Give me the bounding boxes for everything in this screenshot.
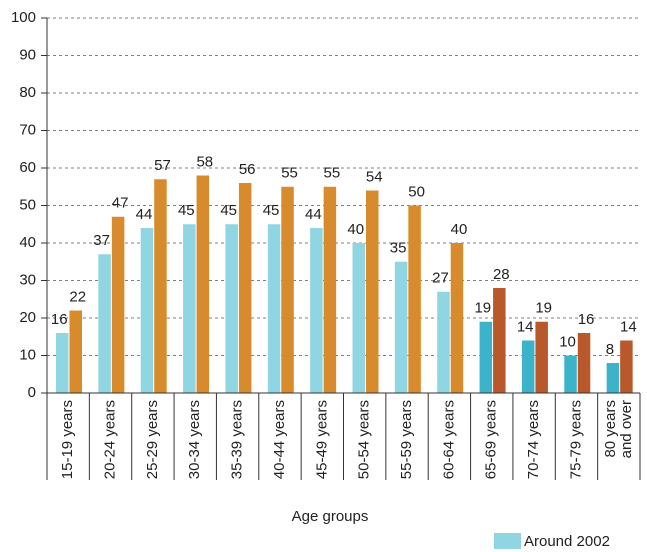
x-tick-label: 45-49 years [313,400,330,479]
data-label: 8 [606,341,614,358]
data-label: 45 [178,202,195,219]
bar [437,291,450,393]
bar [493,288,506,393]
x-tick-label: 20-24 years [102,400,119,479]
bar [450,243,464,393]
bar [238,183,252,393]
bar [521,340,535,393]
legend-swatch [494,533,521,549]
y-tick-label: 60 [19,159,36,176]
data-label: 40 [347,221,364,238]
y-tick-label: 10 [19,346,36,363]
bar [606,363,620,393]
data-label: 45 [220,202,237,219]
x-tick-label: 25-29 years [144,400,161,479]
data-label: 57 [154,157,171,174]
bar [620,340,633,393]
bar [323,186,337,393]
bar [225,224,238,393]
bar [183,224,196,393]
bar [281,186,294,393]
data-label: 55 [324,165,341,182]
legend-label: Around 2002 [524,533,610,550]
bar [98,254,111,393]
data-label: 50 [408,183,425,200]
y-tick-label: 20 [19,309,36,326]
data-label: 19 [535,300,552,317]
data-label: 55 [281,165,298,182]
bar [111,216,125,393]
data-label: 10 [559,333,576,350]
x-tick-label: 60-64 years [440,400,457,479]
y-tick-label: 80 [19,84,36,101]
y-tick-label: 40 [19,234,36,251]
x-tick-label: 65-69 years [483,400,500,479]
x-tick-label: 75-79 years [567,400,584,479]
data-label: 28 [493,266,510,283]
data-label: 14 [620,318,637,335]
bar [154,179,167,393]
data-label: 19 [474,300,491,317]
data-label: 58 [196,153,213,170]
x-tick-label: 50-54 years [356,400,373,479]
bar [535,321,548,393]
x-tick-label: 55-59 years [398,400,415,479]
y-tick-label: 90 [19,46,36,63]
bar [479,321,493,393]
x-tick-label: 40-44 years [271,400,288,479]
data-label: 37 [93,232,110,249]
bar [366,190,379,393]
bar [577,333,591,393]
data-label: 35 [390,240,407,257]
data-label: 40 [451,221,468,238]
data-label: 16 [578,311,595,328]
data-label: 44 [136,206,153,223]
bar [310,228,323,393]
data-label: 16 [51,311,68,328]
x-tick-label: 30-34 years [186,400,203,479]
x-tick-label: 80 yearsand over [602,400,635,458]
bar [69,310,82,393]
data-label: 44 [305,206,322,223]
bar [196,175,210,393]
data-label: 14 [517,318,534,335]
y-tick-label: 100 [11,9,36,26]
data-label: 47 [112,195,129,212]
x-axis-label: Age groups [292,508,369,525]
bar [352,243,365,393]
bar [408,205,421,393]
bar [267,224,281,393]
data-label: 56 [239,161,256,178]
y-tick-label: 0 [28,384,36,401]
x-tick-label: 70-74 years [525,400,542,479]
data-label: 45 [263,202,280,219]
x-tick-label: 35-39 years [229,400,246,479]
y-tick-label: 50 [19,196,36,213]
y-tick-label: 70 [19,121,36,138]
data-label: 54 [366,168,383,185]
bar [56,333,69,393]
data-label: 27 [432,270,449,287]
bar [140,228,154,393]
y-tick-label: 30 [19,271,36,288]
data-label: 22 [69,288,86,305]
bar [564,355,577,393]
x-tick-label: 15-19 years [59,400,76,479]
bar [394,261,408,393]
